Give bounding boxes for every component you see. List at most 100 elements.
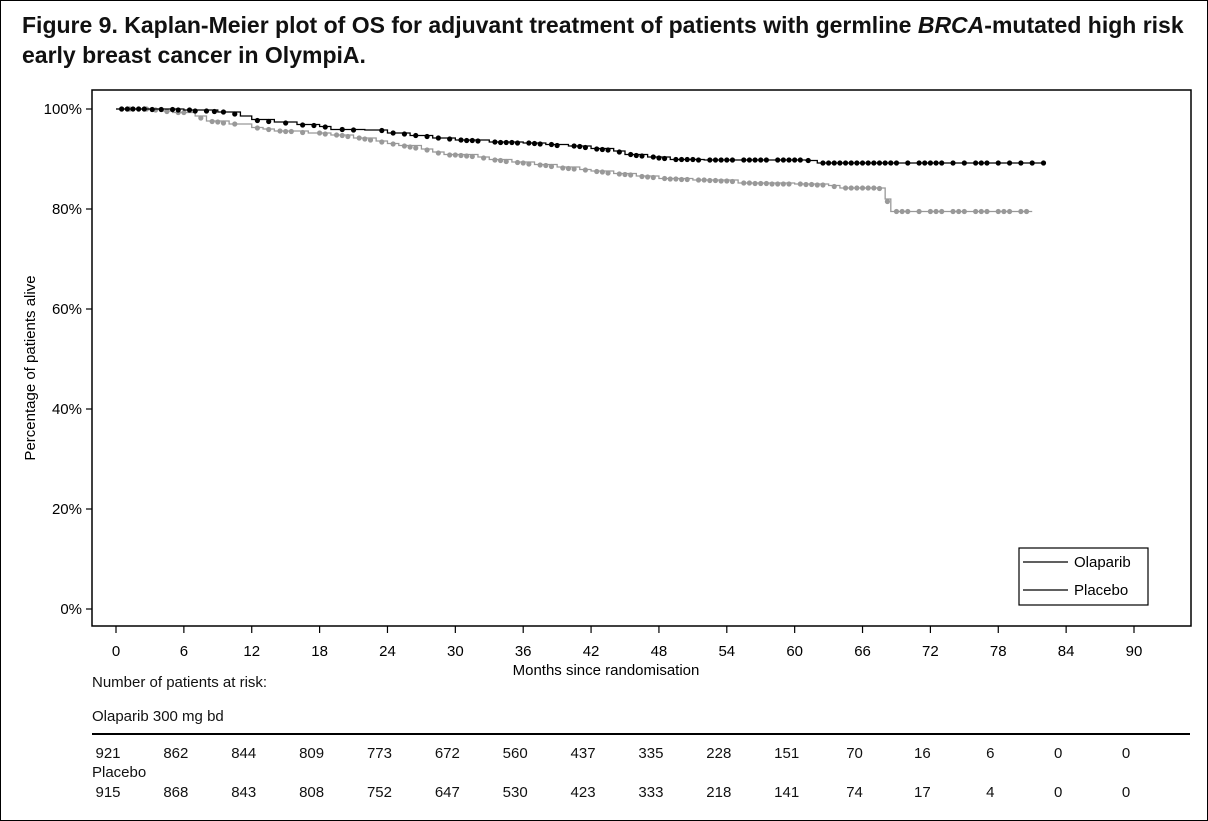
placebo-censor-mark — [288, 128, 294, 135]
placebo-censor-mark — [842, 185, 849, 191]
olaparib-censor-mark — [447, 136, 453, 142]
placebo-censor-mark — [1023, 208, 1030, 215]
placebo-censor-mark — [543, 162, 549, 169]
olaparib-censor-mark — [1029, 160, 1035, 166]
placebo-censor-mark — [339, 132, 345, 139]
olaparib-censor-mark — [594, 146, 600, 152]
placebo-censor-mark — [752, 180, 758, 187]
y-tick-label: 100% — [44, 101, 82, 118]
placebo-censor-mark — [254, 125, 260, 131]
placebo-censor-mark — [854, 185, 860, 191]
placebo-censor-mark — [848, 185, 854, 191]
olaparib-censor-mark — [628, 151, 634, 158]
placebo-censor-mark — [984, 208, 990, 215]
olaparib-censor-mark — [537, 141, 543, 147]
placebo-censor-mark — [741, 180, 747, 186]
legend-placebo-label: Placebo — [1074, 582, 1128, 599]
olaparib-censor-mark — [554, 142, 560, 149]
olaparib-censor-mark — [413, 132, 419, 139]
olaparib-censor-mark — [254, 117, 260, 124]
olaparib-censor-mark — [531, 140, 538, 147]
placebo-censor-mark — [537, 162, 543, 168]
placebo-censor-mark — [961, 208, 967, 215]
placebo-censor-mark — [220, 120, 227, 126]
olaparib-censor-mark — [995, 160, 1001, 166]
placebo-censor-mark — [322, 131, 328, 137]
olaparib-censor-mark — [458, 137, 464, 143]
olaparib-censor-mark — [633, 152, 639, 159]
placebo-censor-mark — [413, 145, 419, 151]
olaparib-censor-mark — [124, 106, 130, 112]
olaparib-censor-mark — [149, 106, 155, 113]
x-tick-label: 84 — [1058, 643, 1075, 660]
risk-placebo-count: 218 — [706, 784, 732, 801]
placebo-censor-mark — [797, 181, 803, 187]
placebo-censor-mark — [181, 109, 187, 116]
risk-olaparib-count: 809 — [299, 745, 325, 762]
placebo-curve — [116, 108, 1033, 213]
x-tick-label: 72 — [922, 643, 939, 660]
olaparib-censor-mark — [401, 131, 408, 137]
placebo-censor-mark — [884, 198, 891, 205]
placebo-censor-mark — [548, 163, 555, 170]
olaparib-censor-mark — [695, 157, 702, 163]
olaparib-censor-mark — [820, 160, 826, 166]
olaparib-censor-mark — [758, 157, 764, 163]
olaparib-censor-mark — [939, 160, 945, 166]
placebo-censor-mark — [650, 174, 656, 181]
olaparib-censor-mark — [582, 144, 589, 151]
placebo-censor-mark — [514, 159, 521, 166]
olaparib-censor-mark — [311, 122, 317, 129]
placebo-censor-mark — [950, 208, 956, 215]
placebo-censor-mark — [933, 208, 939, 215]
placebo-censor-mark — [639, 173, 645, 180]
risk-placebo-count: 141 — [774, 784, 800, 801]
placebo-censor-mark — [520, 160, 526, 166]
risk-table-heading: Number of patients at risk: — [92, 674, 268, 691]
olaparib-censor-mark — [130, 106, 136, 112]
risk-placebo-count: 868 — [163, 784, 189, 801]
risk-olaparib-count: 862 — [163, 745, 189, 762]
olaparib-censor-mark — [826, 160, 832, 166]
risk-placebo-label: Placebo — [92, 764, 147, 781]
y-tick-label: 80% — [52, 201, 82, 218]
olaparib-censor-mark — [729, 157, 736, 163]
placebo-censor-mark — [458, 152, 464, 159]
placebo-censor-mark — [803, 181, 809, 188]
olaparib-censor-mark — [571, 143, 577, 149]
olaparib-censor-mark — [136, 106, 142, 112]
olaparib-censor-mark — [690, 156, 696, 163]
olaparib-censor-mark — [464, 137, 470, 144]
olaparib-censor-mark — [266, 118, 272, 125]
placebo-censor-mark — [695, 177, 702, 183]
olaparib-censor-mark — [859, 160, 866, 166]
placebo-censor-mark — [266, 126, 272, 133]
placebo-censor-mark — [582, 167, 589, 173]
olaparib-series — [116, 106, 1047, 166]
olaparib-censor-mark — [390, 130, 396, 136]
olaparib-censor-mark — [718, 157, 724, 163]
risk-olaparib-label: Olaparib 300 mg bd — [92, 708, 224, 725]
placebo-censor-mark — [390, 141, 396, 147]
olaparib-censor-mark — [1040, 160, 1047, 166]
olaparib-censor-mark — [475, 138, 481, 144]
olaparib-censor-mark — [211, 108, 218, 115]
risk-placebo-count: 647 — [434, 784, 460, 801]
placebo-censor-mark — [362, 136, 368, 142]
olaparib-censor-mark — [673, 156, 679, 163]
olaparib-censor-mark — [232, 111, 238, 117]
risk-olaparib-count: 0 — [1121, 745, 1131, 762]
olaparib-censor-mark — [339, 126, 345, 133]
olaparib-censor-mark — [509, 139, 515, 146]
risk-olaparib-count: 335 — [638, 745, 664, 762]
risk-olaparib-count: 672 — [434, 745, 460, 762]
olaparib-censor-mark — [186, 107, 193, 113]
olaparib-censor-mark — [283, 120, 289, 126]
placebo-censor-mark — [876, 185, 883, 192]
placebo-censor-mark — [893, 208, 900, 215]
olaparib-censor-mark — [492, 139, 498, 145]
olaparib-censor-mark — [950, 160, 956, 166]
placebo-censor-mark — [317, 130, 323, 136]
olaparib-censor-mark — [724, 157, 730, 163]
y-tick-label: 40% — [52, 401, 82, 418]
